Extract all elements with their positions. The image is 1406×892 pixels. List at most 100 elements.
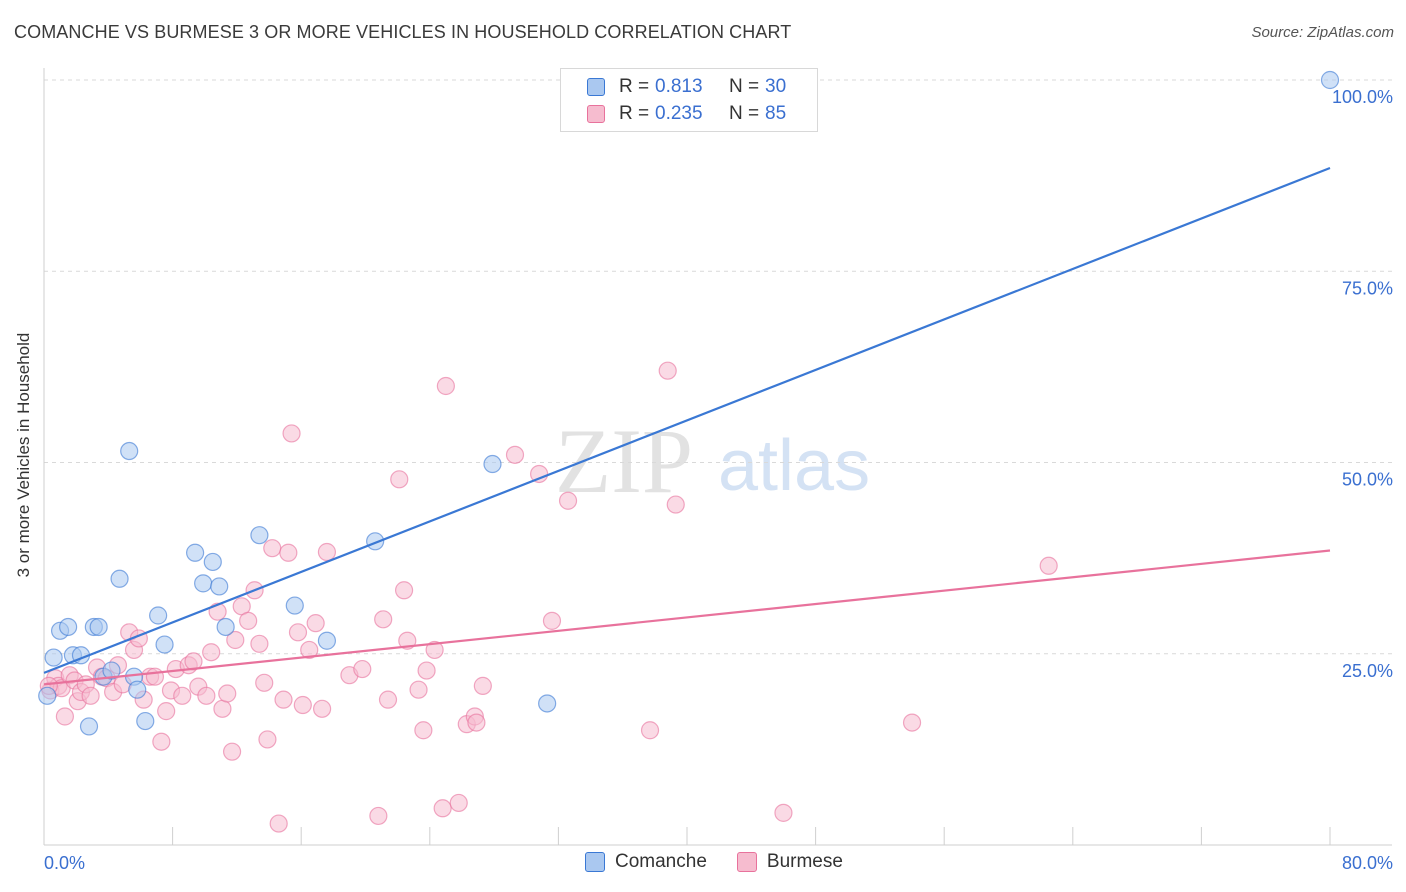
- burmese-point: [774, 803, 793, 822]
- burmese-point: [390, 470, 409, 489]
- comanche-swatch: [587, 78, 605, 96]
- burmese-point: [239, 611, 258, 630]
- burmese-swatch: [736, 852, 757, 872]
- comanche-point: [110, 569, 129, 588]
- burmese-trend-line: [43, 549, 1331, 686]
- burmese-point: [449, 793, 468, 813]
- burmese-point: [157, 702, 176, 721]
- comanche-point: [149, 606, 168, 625]
- comanche-swatch: [585, 852, 605, 872]
- y-tick-label: 25.0%: [1342, 661, 1393, 681]
- burmese-point: [145, 667, 165, 686]
- burmese-point: [226, 630, 245, 650]
- burmese-point: [1039, 556, 1058, 575]
- comanche-point: [128, 680, 147, 699]
- burmese-point: [81, 686, 100, 705]
- comanche-point: [186, 543, 205, 562]
- comanche-point: [102, 661, 121, 680]
- legend-item-comanche: Comanche: [585, 851, 707, 873]
- legend-item-label: Burmese: [766, 851, 843, 872]
- legend-r-value: 0.235: [655, 103, 703, 124]
- burmese-point: [542, 611, 562, 630]
- burmese-point: [436, 376, 455, 396]
- comanche-point: [38, 686, 57, 705]
- burmese-point: [218, 684, 237, 703]
- burmese-point: [255, 673, 274, 692]
- burmese-point: [184, 652, 203, 671]
- burmese-point: [197, 686, 216, 705]
- comanche-point: [538, 694, 557, 713]
- burmese-point: [263, 539, 282, 558]
- watermark-atlas: atlas: [718, 426, 870, 506]
- burmese-point: [378, 690, 398, 709]
- legend-item-label: Comanche: [615, 851, 707, 872]
- comanche-point: [155, 635, 174, 654]
- burmese-point: [505, 445, 525, 464]
- chart-title: COMANCHE VS BURMESE 3 OR MORE VEHICLES I…: [14, 22, 792, 42]
- gridlines: [44, 79, 1392, 655]
- comanche-point: [203, 552, 222, 572]
- comanche-point: [59, 617, 78, 637]
- data-points: [38, 70, 1340, 833]
- watermark: ZIP atlas: [555, 410, 870, 512]
- comanche-point: [44, 648, 63, 667]
- burmese-point: [312, 699, 332, 718]
- y-tick-label: 75.0%: [1342, 278, 1393, 298]
- tick-labels: 25.0% 50.0% 75.0% 100.0% 0.0% 80.0%: [44, 87, 1393, 873]
- burmese-point: [902, 713, 922, 732]
- series-legend: Comanche Burmese: [585, 851, 873, 873]
- comanche-point: [483, 454, 502, 474]
- burmese-point: [213, 699, 232, 718]
- legend-row-burmese: R = 0.235 N = 85: [587, 102, 786, 126]
- burmese-point: [409, 680, 428, 699]
- comanche-point: [120, 441, 139, 461]
- legend: R = 0.813 N = 30 R = 0.235 N = 85: [560, 68, 818, 132]
- comanche-point: [285, 596, 304, 615]
- burmese-point: [317, 542, 337, 562]
- burmese-point: [282, 424, 301, 443]
- burmese-point: [173, 686, 192, 705]
- burmese-point: [467, 713, 486, 732]
- comanche-point: [1320, 70, 1340, 90]
- burmese-point: [300, 640, 319, 660]
- burmese-point: [279, 543, 298, 562]
- legend-row-comanche: R = 0.813 N = 30: [587, 75, 786, 99]
- legend-n-label: N =: [729, 103, 760, 124]
- burmese-point: [425, 640, 444, 660]
- trend-lines: [43, 166, 1331, 686]
- legend-item-burmese: Burmese: [736, 851, 843, 873]
- burmese-point: [414, 721, 433, 740]
- burmese-point: [306, 614, 325, 633]
- legend-r-label: R =: [619, 103, 650, 124]
- burmese-point: [374, 610, 393, 629]
- burmese-point: [250, 634, 269, 653]
- legend-r-label: R =: [619, 76, 650, 97]
- x-tick-label: 0.0%: [44, 853, 85, 873]
- burmese-point: [274, 690, 293, 709]
- comanche-point: [194, 574, 213, 593]
- comanche-trend-line: [43, 166, 1331, 674]
- burmese-point: [152, 732, 171, 751]
- source-label: Source: ZipAtlas.com: [1251, 24, 1394, 41]
- burmese-point: [353, 659, 372, 679]
- legend-r-value: 0.813: [655, 76, 703, 97]
- burmese-swatch: [587, 105, 605, 123]
- burmese-point: [417, 661, 436, 680]
- burmese-point: [433, 799, 452, 818]
- burmese-point: [258, 730, 277, 749]
- comanche-point: [89, 617, 108, 637]
- comanche-point: [210, 577, 229, 596]
- y-tick-label: 50.0%: [1342, 470, 1393, 490]
- burmese-point: [269, 814, 288, 833]
- burmese-point: [293, 695, 312, 715]
- legend-n-value: 85: [765, 103, 787, 124]
- burmese-point: [288, 623, 308, 642]
- x-tick-label: 80.0%: [1342, 853, 1393, 873]
- axes: [43, 68, 1392, 846]
- burmese-point: [558, 491, 578, 510]
- burmese-point: [473, 676, 492, 695]
- comanche-point: [79, 717, 99, 736]
- y-tick-label: 100.0%: [1332, 87, 1393, 107]
- burmese-point: [394, 581, 414, 600]
